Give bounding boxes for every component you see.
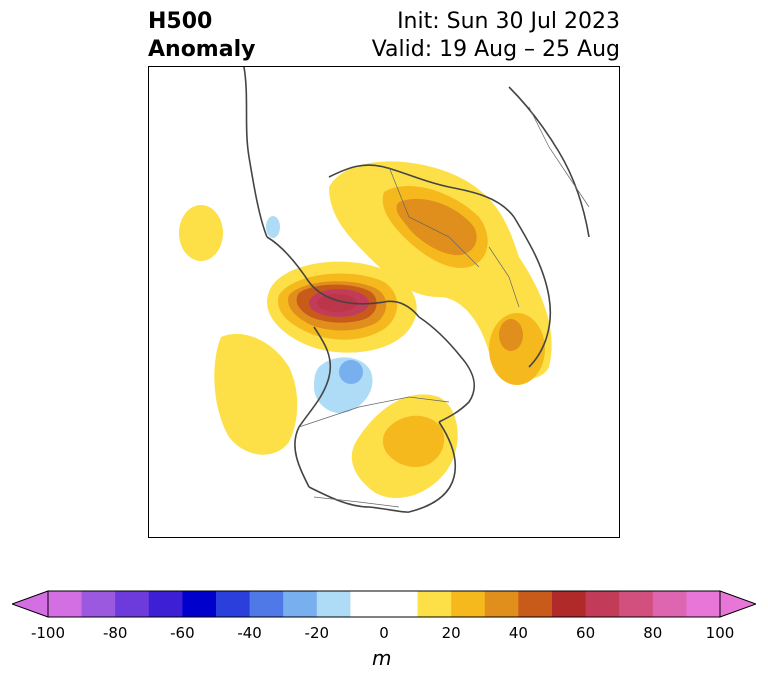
colorbar-segment [115, 591, 150, 617]
colorbar-tick-label: 60 [576, 624, 596, 642]
anomaly-positive-europe [329, 161, 552, 379]
colorbar-segment [350, 591, 385, 617]
coastline-europe [513, 216, 552, 368]
colorbar-segment [686, 591, 721, 617]
coastline-alaska [418, 316, 476, 423]
anomaly-positive-pacific [179, 205, 223, 261]
colorbar-segment [316, 591, 351, 617]
colorbar-ticks: -100 -80 -60 -40 -20 0 20 40 60 80 100 [0, 624, 768, 644]
coastline-pacific-nw [408, 421, 457, 513]
anomaly-positive-west [214, 333, 298, 455]
colorbar-tick-label: 80 [643, 624, 663, 642]
map-title: H500 Anomaly [148, 8, 255, 64]
colorbar-segment [249, 591, 284, 617]
border-russia [388, 166, 480, 268]
coastline-arctic-canada [266, 236, 420, 318]
colorbar-segment [652, 591, 687, 617]
colorbar-segment [148, 591, 183, 617]
colorbar-tick-label: 0 [379, 624, 389, 642]
colorbar-segment [48, 591, 83, 617]
colorbar-segment [484, 591, 519, 617]
anomaly-negative-pacific [266, 216, 280, 238]
borders [298, 106, 590, 508]
colorbar-segment [283, 591, 318, 617]
colorbar-tick-label: -40 [237, 624, 262, 642]
border-us-canada [298, 396, 450, 428]
title-line-1: H500 [148, 9, 213, 34]
coastline-asia-east [508, 86, 590, 238]
colorbar-unit-label: m [372, 646, 392, 670]
border-asia [528, 106, 590, 208]
anomaly-positive-canada-core2 [317, 294, 357, 312]
colorbar [12, 590, 756, 618]
map-svg [179, 67, 590, 513]
colorbar-border [47, 590, 721, 618]
colorbar-segment [182, 591, 217, 617]
colorbar-segment [585, 591, 620, 617]
coastlines [243, 67, 590, 513]
anomaly-positive-canada-core [309, 289, 369, 317]
coastline-siberia [328, 164, 515, 218]
colorbar-max-arrow [719, 590, 756, 618]
colorbar-segment [518, 591, 553, 617]
colorbar-segment [552, 591, 587, 617]
border-us-mexico [313, 496, 400, 508]
anomaly-map [148, 66, 620, 538]
colorbar-segment [384, 591, 419, 617]
colorbar-tick-label: -100 [30, 624, 66, 642]
title-line-2: Anomaly [148, 37, 256, 62]
colorbar-tick-label: -60 [170, 624, 195, 642]
colorbar-tick-label: 20 [441, 624, 461, 642]
colorbar-segment [619, 591, 654, 617]
colorbar-segment [216, 591, 251, 617]
colorbar-tick-label: 100 [705, 624, 735, 642]
coastline-hudson [294, 326, 332, 488]
anomaly-positive-norway-core [499, 319, 523, 351]
colorbar-tick-label: -20 [304, 624, 330, 642]
colorbar-segment [81, 591, 116, 617]
anomaly-positive-east-inner [382, 415, 445, 468]
valid-range: Valid: 19 Aug – 25 Aug [371, 37, 620, 62]
colorbar-tick-label: -80 [102, 624, 128, 642]
init-date: Init: Sun 30 Jul 2023 [397, 9, 620, 34]
anomaly-negative-west-canada-core [339, 360, 363, 384]
valid-time: Init: Sun 30 Jul 2023 Valid: 19 Aug – 25… [372, 8, 620, 64]
colorbar-segment [417, 591, 452, 617]
colorbar-min-arrow [12, 590, 49, 618]
colorbar-segment [451, 591, 486, 617]
coastline-east-us [308, 486, 410, 513]
border-europe [488, 246, 520, 308]
anomaly-shading [179, 161, 552, 498]
colorbar-tick-label: 40 [508, 624, 528, 642]
coastline-greenland-west [243, 67, 268, 238]
anomaly-positive-europe-core [396, 198, 477, 256]
